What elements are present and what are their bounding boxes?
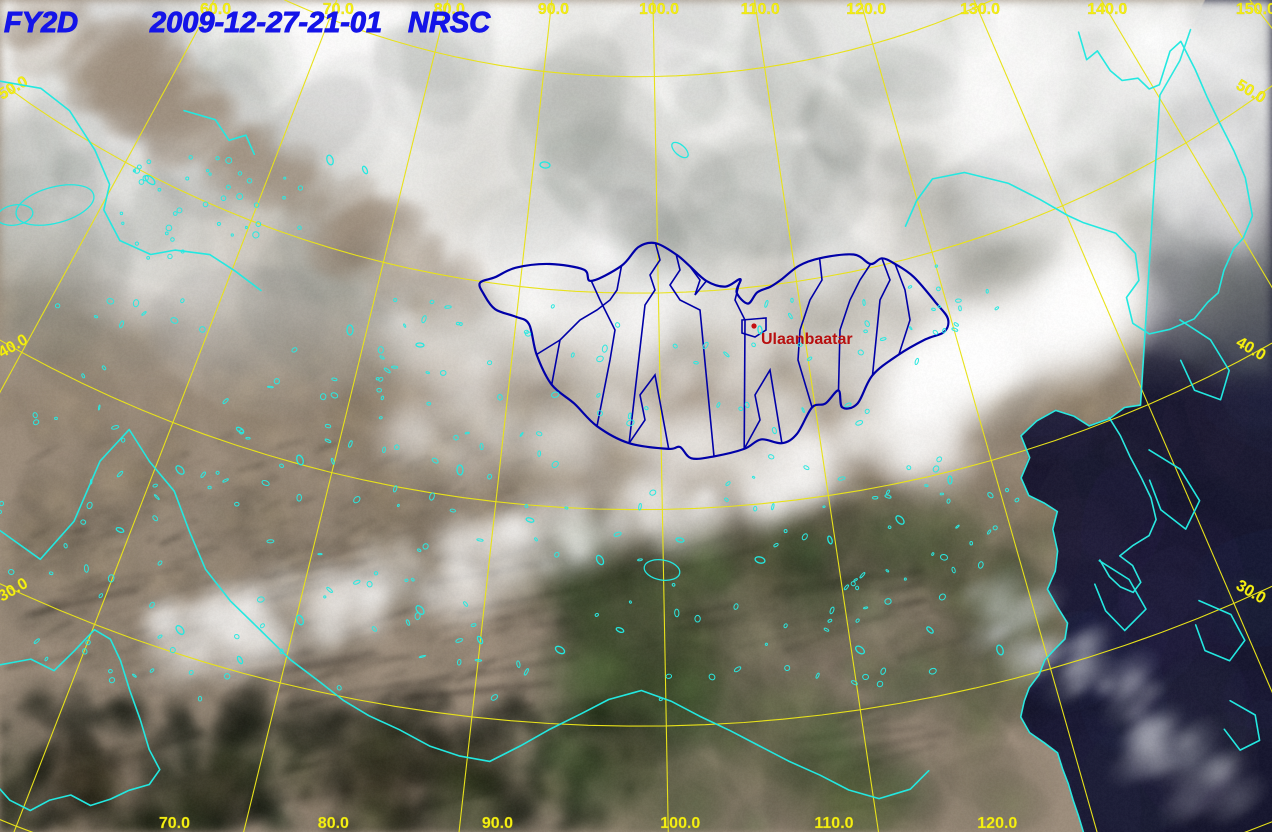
svg-text:Ulaanbaatar: Ulaanbaatar <box>761 331 853 348</box>
